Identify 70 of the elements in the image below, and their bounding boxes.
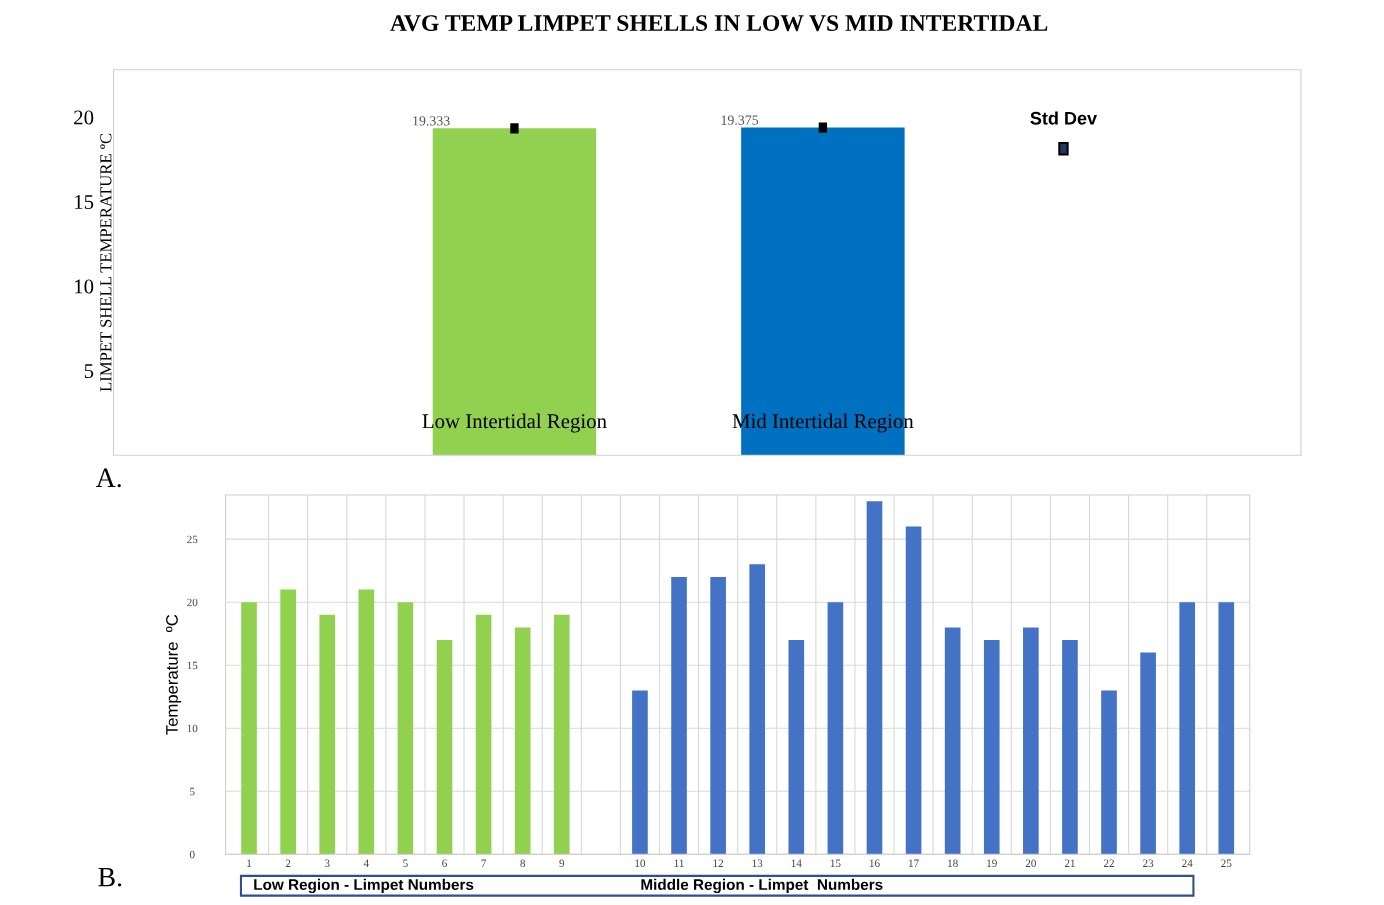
y-tick-label: 15 (75, 195, 94, 210)
bar (280, 589, 296, 855)
x-tick-label: 19 (987, 859, 997, 867)
bar (710, 576, 726, 855)
bar (1101, 690, 1117, 855)
x-tick-label: 22 (1103, 859, 1114, 867)
x-tick-label: 7 (481, 859, 487, 867)
y-tick-label: 5 (84, 364, 94, 379)
bar (358, 589, 375, 855)
x-tick-label: 2 (285, 859, 291, 867)
x-tick-label: 4 (363, 859, 369, 867)
x-tick-label: 6 (442, 859, 447, 867)
y-tick-label: 15 (187, 661, 198, 670)
x-tick-label: 15 (830, 859, 841, 867)
x-tick-label: 20 (1025, 859, 1036, 867)
y-tick-label: 25 (187, 535, 198, 544)
bar (514, 627, 531, 855)
x-tick-label: 5 (403, 859, 408, 867)
x-tick-label: 21 (1064, 859, 1075, 867)
bar (553, 614, 570, 855)
text: B. (98, 867, 122, 887)
y-tick-label: 0 (189, 850, 195, 859)
bar (1218, 602, 1235, 855)
y-axis-title: Temperature ºC (166, 614, 182, 735)
x-tick-label: 10 (635, 859, 646, 867)
chart-title: AVG TEMP LIMPET SHELLS IN LOW VS MID INTERTIDAL (390, 15, 1048, 32)
bar (827, 602, 844, 855)
x-tick-label: 16 (869, 859, 880, 867)
x-tick-label: 18 (948, 859, 958, 867)
x-tick-label: 11 (674, 859, 684, 867)
bar (749, 564, 766, 855)
y-axis-title: LIMPET SHELL TEMPERATURE ºC (100, 133, 112, 392)
bar (944, 627, 961, 855)
y-tick-label: 20 (74, 110, 94, 125)
bar (397, 602, 414, 855)
text: Middle Region - Limpet Numbers (641, 878, 883, 894)
data-label: 19.333 (413, 116, 450, 126)
bar (1179, 602, 1196, 855)
x-tick-label: 25 (1221, 859, 1232, 867)
x-tick-label: 8 (520, 859, 526, 867)
y-tick-label: 10 (187, 724, 198, 733)
data-label: 19.375 (721, 115, 759, 125)
text: Low Region - Limpet Numbers (254, 878, 474, 894)
bar (241, 602, 257, 855)
x-tick-label: 3 (324, 859, 330, 867)
x-tick-label: 14 (791, 859, 802, 867)
annotation: Std Dev (1030, 111, 1097, 125)
bar (983, 640, 1000, 855)
bar (671, 576, 687, 855)
bar (866, 501, 883, 855)
bar (905, 526, 922, 855)
bar (436, 640, 453, 855)
x-tick-label: 1 (247, 859, 252, 867)
y-tick-label: 5 (190, 787, 195, 796)
y-tick-label: 10 (75, 279, 94, 294)
text: A. (95, 468, 121, 488)
x-tick-label: 24 (1182, 859, 1193, 867)
x-tick-label: 12 (713, 859, 724, 867)
bar (1062, 640, 1078, 855)
bar (319, 614, 336, 855)
x-tick-label: 9 (559, 859, 565, 867)
x-tick-label: 17 (909, 859, 919, 867)
x-tick-label: 13 (752, 859, 763, 867)
y-tick-label: 20 (187, 598, 198, 607)
bar (788, 640, 805, 855)
x-tick-label: 23 (1143, 859, 1154, 867)
bar (1023, 627, 1039, 855)
bar (632, 690, 648, 855)
bar (1140, 652, 1156, 855)
bar (475, 614, 492, 855)
